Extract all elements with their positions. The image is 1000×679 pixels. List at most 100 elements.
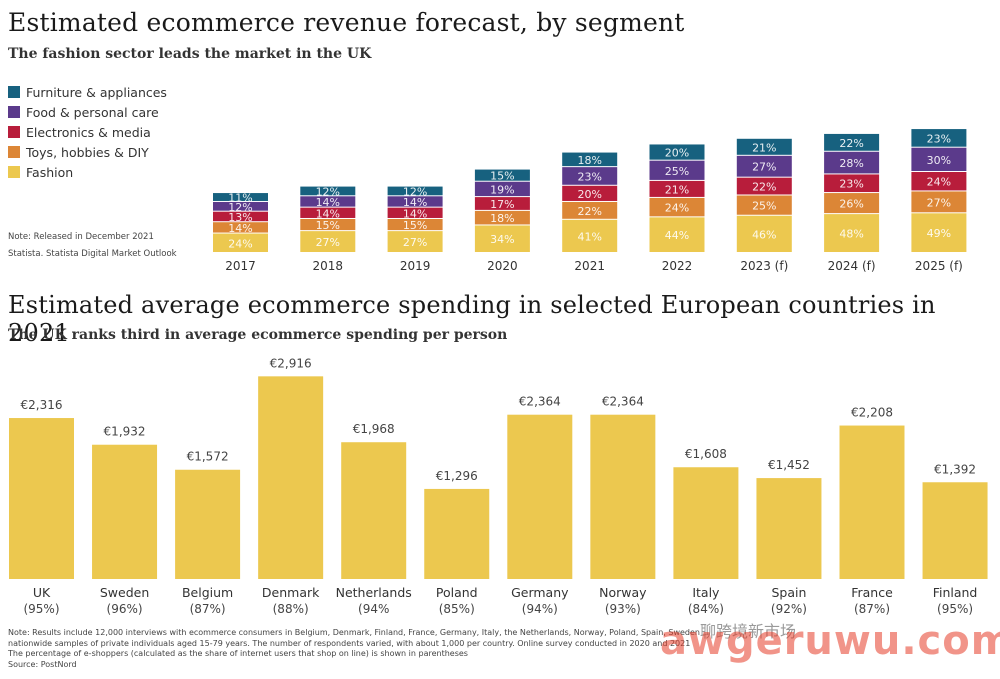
segment-bar bbox=[736, 195, 792, 215]
segment-label: 12% bbox=[316, 185, 340, 198]
country-label: Finland bbox=[933, 585, 978, 600]
segment-label: 15% bbox=[403, 219, 427, 232]
segment-bar bbox=[387, 196, 443, 207]
country-bar bbox=[175, 469, 241, 579]
segment-label: 21% bbox=[665, 183, 689, 196]
value-label: €1,608 bbox=[685, 447, 727, 461]
segment-bar bbox=[911, 129, 967, 147]
segment-bar bbox=[649, 144, 705, 160]
legend-label: Toys, hobbies & DIY bbox=[26, 144, 149, 160]
chart1-stacked-bars: 24%14%13%12%11%201727%15%14%14%12%201827… bbox=[213, 129, 967, 273]
segment-label: 27% bbox=[927, 196, 951, 209]
segment-bar bbox=[562, 185, 618, 201]
segment-bar bbox=[736, 177, 792, 195]
x-tick-label: 2018 bbox=[313, 259, 344, 273]
legend-swatch bbox=[8, 166, 20, 178]
segment-bar bbox=[213, 193, 268, 201]
x-tick-label: 2023 (f) bbox=[740, 259, 788, 273]
segment-bar bbox=[387, 207, 443, 218]
country-label: Spain bbox=[771, 585, 806, 600]
country-bar bbox=[341, 442, 407, 579]
share-label: (95%) bbox=[23, 602, 59, 616]
segment-label: 27% bbox=[316, 236, 340, 249]
segment-bar bbox=[824, 214, 880, 252]
segment-bar bbox=[562, 219, 618, 252]
watermark-cn: 聊跨境新市场 bbox=[700, 622, 797, 641]
segment-bar bbox=[300, 231, 356, 252]
segment-bar bbox=[649, 197, 705, 217]
segment-bar bbox=[300, 218, 356, 231]
segment-label: 25% bbox=[665, 165, 689, 178]
country-bar bbox=[92, 444, 158, 579]
segment-bar bbox=[562, 201, 618, 219]
chart1-title: Estimated ecommerce revenue forecast, by… bbox=[8, 8, 685, 37]
share-label: (88%) bbox=[273, 602, 309, 616]
segment-bar bbox=[562, 167, 618, 185]
country-bar bbox=[590, 414, 656, 579]
legend-label: Furniture & appliances bbox=[26, 84, 167, 100]
segment-bar bbox=[300, 207, 356, 218]
country-bar bbox=[673, 467, 739, 579]
segment-bar bbox=[300, 186, 356, 196]
chart2-note-line: The percentage of e-shoppers (calculated… bbox=[8, 649, 468, 658]
value-label: €2,316 bbox=[21, 398, 63, 412]
chart1-source: Statista. Statista Digital Market Outloo… bbox=[8, 249, 177, 259]
segment-label: 30% bbox=[927, 154, 951, 167]
country-bar bbox=[756, 478, 822, 579]
segment-label: 24% bbox=[665, 202, 689, 215]
segment-bar bbox=[911, 213, 967, 252]
value-label: €2,916 bbox=[270, 356, 312, 370]
segment-bar bbox=[213, 222, 268, 233]
segment-label: 34% bbox=[490, 233, 514, 246]
segment-label: 19% bbox=[490, 183, 514, 196]
segment-label: 14% bbox=[403, 196, 427, 209]
chart2-note-line: nationwide samples of private individual… bbox=[8, 638, 691, 648]
share-label: (96%) bbox=[107, 602, 143, 616]
segment-label: 21% bbox=[752, 141, 776, 154]
value-label: €1,452 bbox=[768, 458, 810, 472]
segment-bar bbox=[474, 169, 530, 181]
segment-bar bbox=[300, 196, 356, 207]
legend-item-toys: Toys, hobbies & DIY bbox=[8, 142, 167, 162]
country-label: Sweden bbox=[100, 585, 149, 600]
country-label: Denmark bbox=[262, 585, 320, 600]
segment-bar bbox=[213, 211, 268, 222]
segment-label: 14% bbox=[316, 207, 340, 220]
chart2-title: Estimated average ecommerce spending in … bbox=[8, 291, 936, 347]
country-bar bbox=[258, 376, 324, 579]
segment-label: 20% bbox=[665, 147, 689, 160]
country-label: Norway bbox=[599, 585, 647, 600]
value-label: €2,208 bbox=[851, 406, 893, 420]
x-tick-label: 2024 (f) bbox=[828, 259, 876, 273]
segment-label: 48% bbox=[839, 228, 863, 241]
share-label: (92%) bbox=[771, 602, 807, 616]
segment-label: 23% bbox=[577, 170, 601, 183]
segment-bar bbox=[474, 225, 530, 252]
country-bar bbox=[424, 488, 490, 579]
value-label: €1,392 bbox=[934, 462, 976, 476]
segment-label: 24% bbox=[228, 237, 252, 250]
segment-label: 22% bbox=[839, 137, 863, 150]
legend-label: Fashion bbox=[26, 164, 74, 180]
segment-label: 49% bbox=[927, 227, 951, 240]
country-label: Netherlands bbox=[336, 585, 412, 600]
segment-label: 20% bbox=[577, 188, 601, 201]
segment-bar bbox=[824, 133, 880, 151]
share-label: (84%) bbox=[688, 602, 724, 616]
segment-label: 27% bbox=[403, 236, 427, 249]
chart2-notes: Note: Results include 12,000 interviews … bbox=[8, 628, 700, 670]
country-label: Poland bbox=[436, 585, 478, 600]
segment-label: 23% bbox=[927, 132, 951, 145]
watermark: awgeruwu.com bbox=[660, 618, 1000, 664]
segment-label: 12% bbox=[403, 185, 427, 198]
chart2-source: Source: PostNord bbox=[8, 659, 77, 669]
segment-bar bbox=[736, 138, 792, 155]
segment-bar bbox=[474, 181, 530, 197]
chart1-note: Note: Released in December 2021 bbox=[8, 232, 154, 242]
segment-bar bbox=[213, 233, 268, 252]
segment-label: 14% bbox=[403, 207, 427, 220]
x-tick-label: 2022 bbox=[662, 259, 693, 273]
segment-bar bbox=[649, 217, 705, 252]
segment-label: 17% bbox=[490, 198, 514, 211]
legend-swatch bbox=[8, 126, 20, 138]
